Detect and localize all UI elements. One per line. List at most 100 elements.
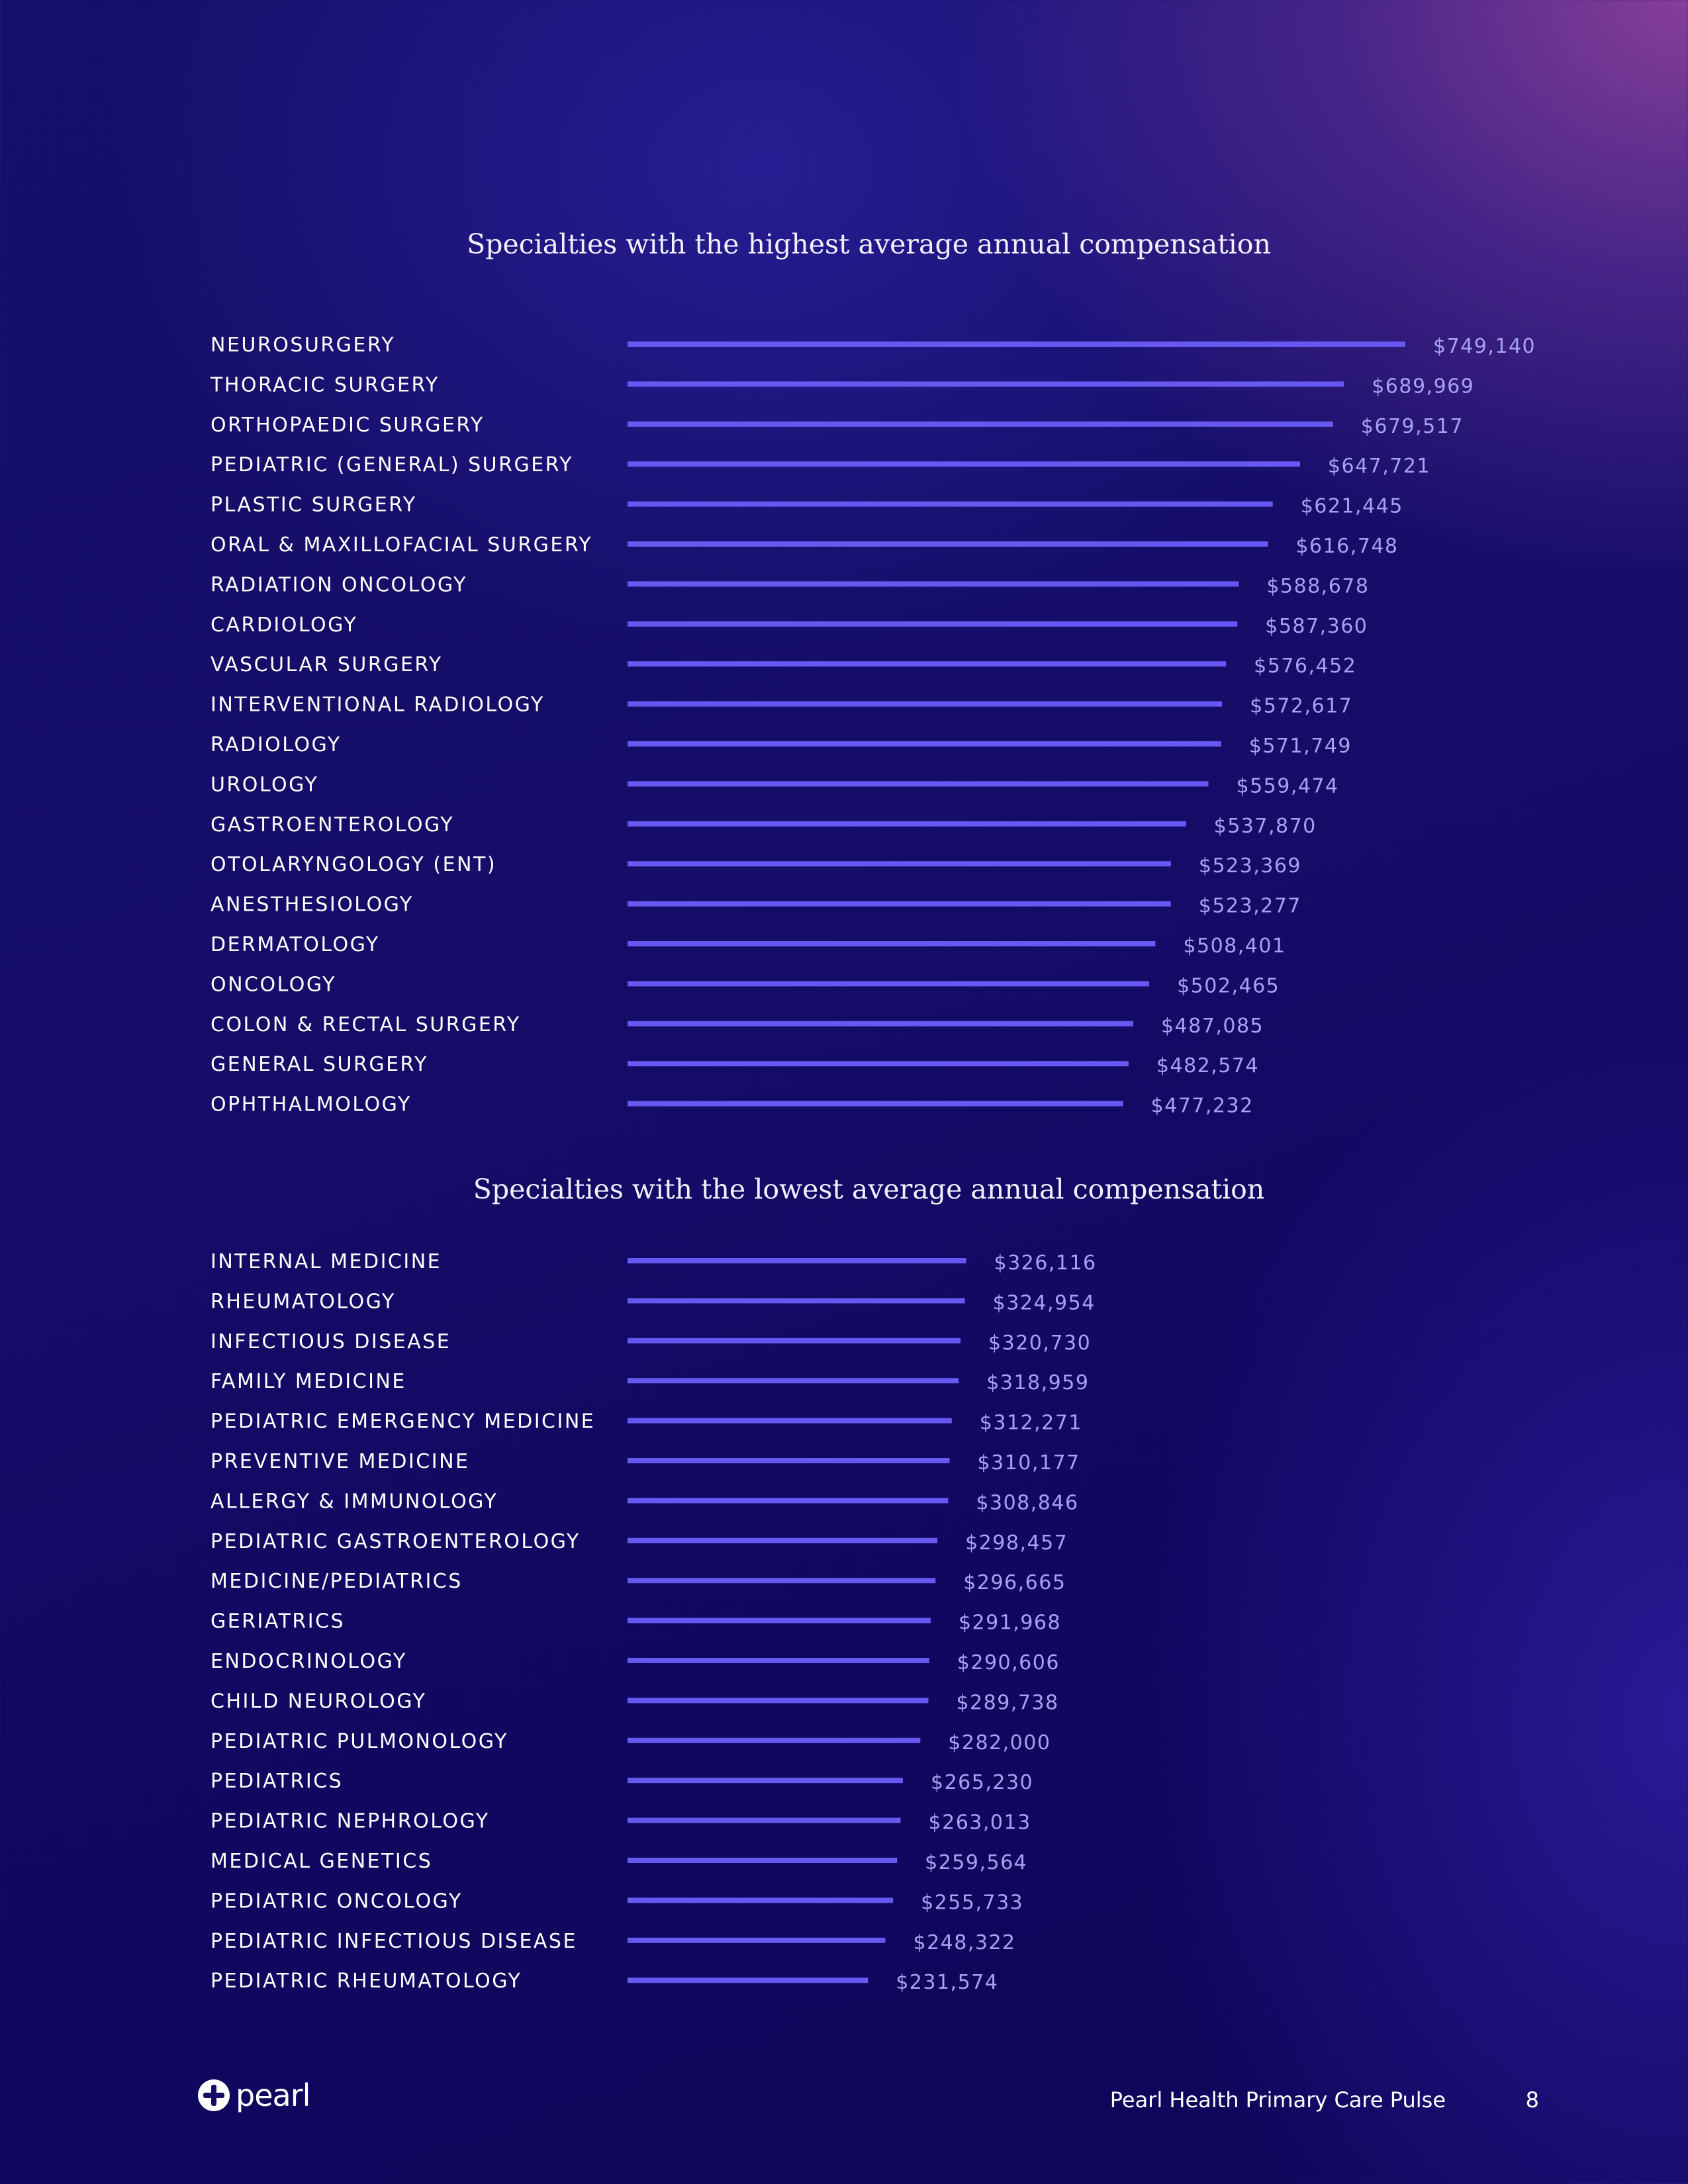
highest-category-label: GASTROENTEROLOGY — [211, 813, 454, 837]
highest-bar — [628, 981, 1150, 987]
highest-value-label: $621,445 — [1301, 495, 1403, 518]
highest-row: UROLOGY $559,474 — [211, 773, 1339, 797]
lowest-category-label: PEDIATRIC GASTROENTEROLOGY — [211, 1530, 581, 1553]
lowest-value-label: $231,574 — [896, 1971, 998, 1994]
lowest-value-label: $312,271 — [980, 1412, 1082, 1435]
lowest-row: GERIATRICS $291,968 — [211, 1610, 1060, 1635]
lowest-bar — [628, 1338, 961, 1343]
lowest-row: MEDICINE/PEDIATRICS $296,665 — [211, 1570, 1066, 1594]
lowest-value-label: $282,000 — [948, 1731, 1051, 1754]
lowest-value-label: $310,177 — [978, 1451, 1080, 1475]
lowest-category-label: PEDIATRIC NEPHROLOGY — [211, 1810, 490, 1833]
highest-value-label: $571,749 — [1249, 735, 1352, 758]
lowest-category-label: PREVENTIVE MEDICINE — [211, 1450, 469, 1473]
lowest-row: PEDIATRIC INFECTIOUS DISEASE $248,322 — [211, 1930, 1015, 1954]
highest-row: ORAL & MAXILLOFACIAL SURGERY $616,748 — [211, 533, 1398, 558]
highest-bar — [628, 1061, 1129, 1067]
highest-bar — [628, 501, 1273, 507]
highest-category-label: PEDIATRIC (GENERAL) SURGERY — [211, 453, 573, 477]
lowest-row: PEDIATRIC RHEUMATOLOGY $231,574 — [211, 1970, 998, 1994]
highest-value-label: $523,277 — [1199, 895, 1301, 918]
lowest-category-label: PEDIATRIC INFECTIOUS DISEASE — [211, 1930, 577, 1953]
highest-value-label: $689,969 — [1372, 375, 1474, 398]
pearl-logo: pearl — [197, 2077, 310, 2114]
lowest-bar — [628, 1658, 929, 1663]
highest-bar — [628, 701, 1223, 707]
highest-bar — [628, 581, 1239, 587]
highest-value-label: $647,721 — [1328, 455, 1430, 478]
highest-bar — [628, 421, 1333, 427]
lowest-bar — [628, 1897, 894, 1903]
lowest-category-label: PEDIATRIC PULMONOLOGY — [211, 1730, 508, 1753]
chart-title-lowest: Specialties with the lowest average annu… — [473, 1173, 1265, 1205]
lowest-row: PEDIATRIC PULMONOLOGY $282,000 — [211, 1730, 1051, 1754]
highest-value-label: $537,870 — [1214, 815, 1317, 838]
highest-row: RADIATION ONCOLOGY $588,678 — [211, 573, 1368, 598]
highest-bar — [628, 821, 1186, 827]
report-name: Pearl Health Primary Care Pulse — [1109, 2087, 1446, 2113]
logo-wordmark: pearl — [236, 2077, 310, 2113]
lowest-value-label: $265,230 — [931, 1771, 1033, 1794]
lowest-value-label: $248,322 — [913, 1931, 1015, 1954]
highest-category-label: DERMATOLOGY — [211, 933, 380, 956]
highest-row: NEUROSURGERY $749,140 — [211, 334, 1535, 358]
lowest-row: PEDIATRIC EMERGENCY MEDICINE $312,271 — [211, 1410, 1082, 1435]
lowest-value-label: $298,457 — [965, 1531, 1068, 1555]
highest-value-label: $559,474 — [1237, 774, 1339, 797]
highest-row: RADIOLOGY $571,749 — [211, 733, 1352, 758]
highest-bar — [628, 1021, 1133, 1026]
highest-value-label: $523,369 — [1199, 854, 1301, 878]
lowest-row: INFECTIOUS DISEASE $320,730 — [211, 1330, 1090, 1355]
lowest-bar — [628, 1258, 966, 1263]
lowest-category-label: INFECTIOUS DISEASE — [211, 1330, 451, 1353]
highest-category-label: ONCOLOGY — [211, 973, 336, 996]
highest-row: VASCULAR SURGERY $576,452 — [211, 653, 1356, 678]
pearl-plus-icon — [198, 2079, 230, 2111]
highest-row: ONCOLOGY $502,465 — [211, 973, 1280, 997]
highest-category-label: COLON & RECTAL SURGERY — [211, 1013, 521, 1036]
lowest-value-label: $308,846 — [976, 1491, 1078, 1514]
lowest-bar — [628, 1378, 959, 1384]
highest-value-label: $482,574 — [1156, 1054, 1259, 1077]
highest-value-label: $572,617 — [1250, 695, 1352, 718]
highest-row: GENERAL SURGERY $482,574 — [211, 1053, 1259, 1077]
highest-row: INTERVENTIONAL RADIOLOGY $572,617 — [211, 694, 1352, 718]
highest-value-label: $587,360 — [1265, 615, 1368, 638]
highest-bar — [628, 621, 1238, 627]
highest-value-label: $477,232 — [1151, 1095, 1254, 1118]
highest-category-label: PLASTIC SURGERY — [211, 494, 417, 517]
highest-bar — [628, 741, 1221, 747]
highest-bar — [628, 341, 1405, 347]
highest-value-label: $679,517 — [1361, 415, 1464, 438]
highest-category-label: RADIATION ONCOLOGY — [211, 573, 467, 596]
highest-value-label: $616,748 — [1295, 535, 1398, 558]
highest-category-label: RADIOLOGY — [211, 733, 342, 756]
highest-row: OTOLARYNGOLOGY (ENT) $523,369 — [211, 853, 1301, 878]
highest-category-label: CARDIOLOGY — [211, 614, 357, 637]
highest-row: PLASTIC SURGERY $621,445 — [211, 494, 1403, 518]
lowest-bar — [628, 1937, 886, 1943]
highest-value-label: $508,401 — [1183, 934, 1286, 958]
highest-row: DERMATOLOGY $508,401 — [211, 933, 1286, 958]
highest-category-label: INTERVENTIONAL RADIOLOGY — [211, 694, 545, 717]
lowest-bar — [628, 1737, 921, 1743]
lowest-row: RHEUMATOLOGY $324,954 — [211, 1290, 1096, 1314]
lowest-category-label: MEDICAL GENETICS — [211, 1850, 432, 1873]
lowest-compensation-bar-chart: INTERNAL MEDICINE $326,116 RHEUMATOLOGY $32… — [211, 1250, 1096, 1994]
lowest-category-label: MEDICINE/PEDIATRICS — [211, 1570, 463, 1593]
lowest-value-label: $259,564 — [925, 1851, 1027, 1874]
lowest-value-label: $324,954 — [993, 1291, 1096, 1314]
highest-row: ANESTHESIOLOGY $523,277 — [211, 893, 1301, 918]
lowest-row: ALLERGY & IMMUNOLOGY $308,846 — [211, 1490, 1078, 1514]
lowest-value-label: $263,013 — [929, 1811, 1031, 1835]
lowest-value-label: $290,606 — [957, 1651, 1060, 1674]
highest-row: OPHTHALMOLOGY $477,232 — [211, 1093, 1254, 1118]
highest-row: ORTHOPAEDIC SURGERY $679,517 — [211, 414, 1464, 438]
lowest-value-label: $296,665 — [963, 1571, 1066, 1594]
highest-value-label: $502,465 — [1177, 974, 1280, 997]
lowest-bar — [628, 1498, 949, 1504]
lowest-row: PEDIATRIC GASTROENTEROLOGY $298,457 — [211, 1530, 1068, 1555]
lowest-category-label: INTERNAL MEDICINE — [211, 1250, 442, 1273]
lowest-row: ENDOCRINOLOGY $290,606 — [211, 1650, 1060, 1674]
lowest-row: PEDIATRICS $265,230 — [211, 1770, 1033, 1794]
